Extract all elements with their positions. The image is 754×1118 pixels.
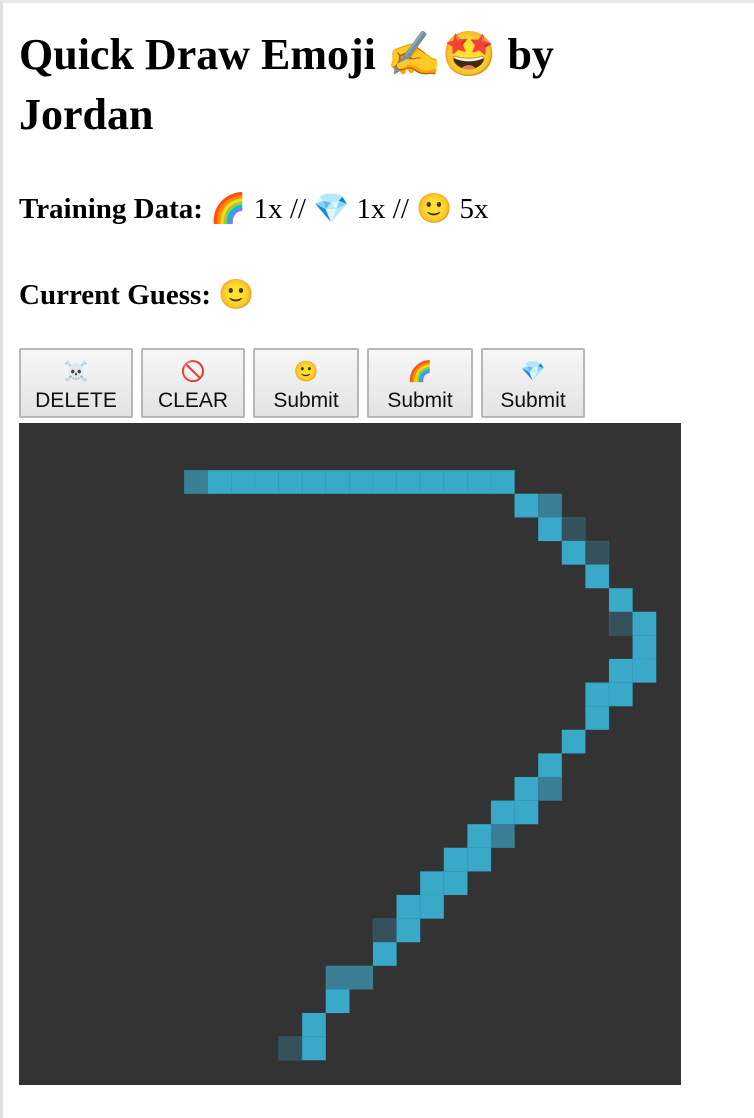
clear-button[interactable]: 🚫 CLEAR	[141, 348, 245, 418]
stroke-pixel	[443, 469, 468, 495]
stroke-pixel	[632, 658, 657, 683]
stroke-pixel	[514, 493, 539, 518]
clear-button-label: CLEAR	[157, 389, 229, 412]
stroke-pixel	[231, 469, 256, 495]
delete-button[interactable]: ☠️ DELETE	[19, 348, 133, 418]
stroke-pixel	[301, 1012, 327, 1037]
stroke-pixel	[537, 776, 563, 801]
stroke-pixel	[183, 469, 209, 495]
stroke-pixel	[490, 469, 515, 495]
stroke-pixel	[608, 587, 633, 613]
separator: //	[289, 193, 306, 225]
stroke-pixel	[585, 564, 610, 589]
stroke-pixel	[325, 965, 350, 990]
submit-smile-button[interactable]: 🙂 Submit	[253, 348, 359, 418]
skull-icon: ☠️	[63, 361, 89, 383]
stroke-pixel	[325, 989, 350, 1014]
page-title: Quick Draw Emoji ✍️🤩 by Jordan	[19, 30, 554, 139]
training-data-line: Training Data: 🌈 1x // 💎 1x // 🙂 5x	[19, 191, 489, 227]
training-entry-smile-emoji: 🙂	[416, 193, 453, 225]
training-data-label: Training Data:	[19, 193, 203, 225]
submit-rainbow-button[interactable]: 🌈 Submit	[367, 348, 473, 418]
training-entry-rainbow-emoji: 🌈	[210, 193, 247, 225]
stroke-pixel	[537, 517, 563, 542]
stroke-pixel	[490, 800, 515, 825]
stroke-pixel	[372, 918, 397, 943]
stroke-pixel	[537, 753, 563, 778]
drawing-canvas[interactable]	[19, 423, 681, 1085]
stroke-pixel	[608, 658, 633, 683]
stroke-pixel	[467, 823, 492, 849]
current-guess-emoji: 🙂	[218, 279, 255, 311]
stroke-pixel	[325, 469, 350, 495]
stroke-pixel	[372, 941, 397, 967]
stroke-pixel	[396, 918, 421, 943]
stroke-pixel	[443, 847, 468, 872]
stroke-pixel	[349, 965, 374, 990]
smile-icon: 🙂	[293, 361, 319, 383]
training-entry-smile-count: 5x	[459, 193, 489, 225]
stroke-pixel	[254, 469, 279, 495]
stroke-pixel	[301, 1036, 327, 1061]
submit-smile-button-label: Submit	[273, 389, 339, 412]
stroke-pixel	[632, 611, 657, 636]
training-entry-rainbow-count: 1x	[253, 193, 283, 225]
stroke-pixel	[608, 611, 633, 636]
stroke-pixel	[585, 705, 610, 731]
submit-rainbow-button-label: Submit	[387, 389, 453, 412]
current-guess-label: Current Guess:	[19, 279, 211, 311]
stroke-pixel	[396, 894, 421, 919]
stroke-pixel	[585, 682, 610, 707]
stroke-pixel	[490, 823, 515, 849]
diamond-icon: 💎	[520, 361, 546, 383]
stroke-pixel	[419, 871, 445, 896]
stroke-pixel	[514, 776, 539, 801]
drawing-grid[interactable]	[19, 423, 681, 1085]
stroke-pixel	[608, 682, 633, 707]
stroke-pixel	[561, 729, 586, 754]
stroke-pixel	[443, 871, 468, 896]
stroke-pixel	[514, 800, 539, 825]
stroke-pixel	[561, 517, 586, 542]
stroke-pixel	[419, 894, 445, 919]
stroke-pixel	[419, 469, 445, 495]
training-entry-diamond-emoji: 💎	[313, 193, 350, 225]
submit-diamond-button[interactable]: 💎 Submit	[481, 348, 585, 418]
stroke-pixel	[301, 469, 327, 495]
stroke-pixel	[396, 469, 421, 495]
submit-diamond-button-label: Submit	[500, 389, 566, 412]
no-entry-icon: 🚫	[180, 361, 206, 383]
stroke-pixel	[372, 469, 397, 495]
stroke-pixel	[632, 635, 657, 660]
stroke-pixel	[467, 469, 492, 495]
rainbow-icon: 🌈	[407, 361, 433, 383]
stroke-pixel	[585, 540, 610, 565]
stroke-pixel	[207, 469, 232, 495]
current-guess-line: Current Guess: 🙂	[19, 277, 254, 313]
stroke-pixel	[349, 469, 374, 495]
stroke-pixel	[278, 1036, 303, 1061]
delete-button-label: DELETE	[35, 389, 117, 412]
stroke-pixel	[537, 493, 563, 518]
separator: //	[392, 193, 409, 225]
stroke-pixel	[278, 469, 303, 495]
stroke-pixel	[561, 540, 586, 565]
stroke-pixel	[467, 847, 492, 872]
training-entry-diamond-count: 1x	[356, 193, 386, 225]
